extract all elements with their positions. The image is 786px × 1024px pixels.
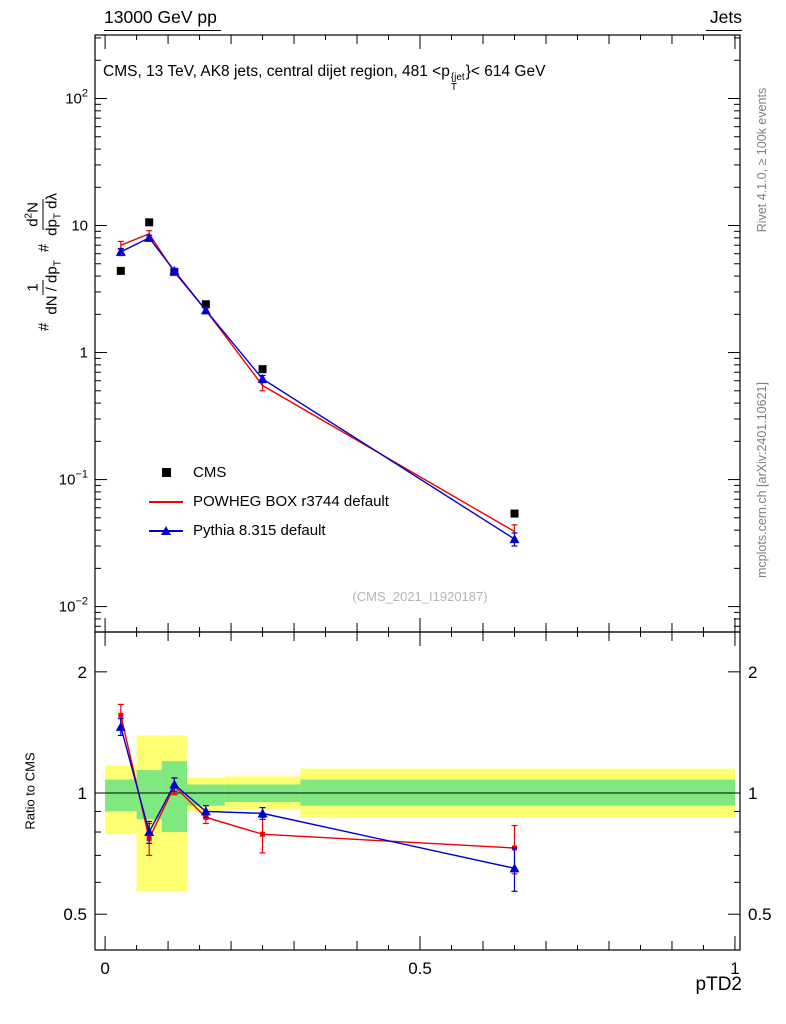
svg-text:1: 1 — [748, 784, 757, 803]
beam-energy-header: 13000 GeV pp — [104, 7, 221, 31]
main-panel-series — [115, 218, 520, 547]
fraction-one-over-dndpt: 1 dN / dpT — [24, 260, 64, 315]
pt-jet-stack: {jet T — [451, 73, 465, 93]
legend-label: POWHEG BOX r3744 default — [193, 493, 389, 510]
pythia-triangle-marker-icon — [149, 524, 183, 538]
den-text: dp — [43, 219, 61, 236]
fraction-numerator: 1 — [24, 280, 43, 295]
legend-label: CMS — [193, 464, 227, 481]
hash-symbol: # — [35, 243, 53, 253]
legend-marker-cell — [146, 468, 186, 477]
legend: CMS POWHEG BOX r3744 default Pythia 8.31… — [146, 462, 389, 541]
rivet-version-note: Rivet 4.1.0, ≥ 100k events — [755, 87, 769, 233]
mcplots-arxiv-note: mcplots.cern.ch [arXiv:2401.10621] — [755, 382, 769, 578]
svg-text:0: 0 — [100, 959, 109, 978]
legend-item-powheg: POWHEG BOX r3744 default — [146, 491, 389, 512]
tick-labels: 102 10 1 10−1 10−2 2 2 1 1 0.5 0.5 0 0.5 1 — [59, 88, 772, 978]
svg-text:10−1: 10−1 — [59, 469, 88, 489]
den-sub: T — [52, 213, 64, 220]
svg-text:102: 102 — [65, 88, 88, 108]
num-sup: 2 — [23, 212, 35, 219]
y-axis-label-ratio: Ratio to CMS — [22, 752, 38, 830]
svg-text:0.5: 0.5 — [748, 905, 772, 924]
num-text: d — [24, 218, 42, 227]
den-post: dλ — [43, 193, 61, 214]
svg-text:0.5: 0.5 — [63, 905, 87, 924]
svg-text:2: 2 — [748, 663, 757, 682]
legend-label: Pythia 8.315 default — [193, 522, 326, 539]
ratio-panel-frame — [94, 631, 741, 951]
legend-marker-cell — [146, 500, 186, 503]
fraction-numerator: d2N — [23, 199, 44, 230]
y-axis-label-main: # 1 dN / dpT # d2N dpT dλ — [23, 193, 65, 331]
svg-text:1: 1 — [80, 345, 88, 362]
observable-group-header: Jets — [705, 7, 742, 31]
plot-title-post: }< 614 GeV — [465, 63, 546, 80]
legend-item-pythia: Pythia 8.315 default — [146, 520, 389, 541]
main-panel-frame — [94, 34, 741, 633]
svg-text:1: 1 — [78, 784, 87, 803]
fraction-denominator: dN / dpT — [43, 260, 64, 314]
plot-title-sub: T — [450, 82, 457, 93]
svg-text:0.5: 0.5 — [408, 959, 432, 978]
hash-symbol: # — [35, 322, 53, 331]
fraction-denominator: dpT dλ — [44, 193, 65, 236]
plot-title-pre: CMS, 13 TeV, AK8 jets, central dijet reg… — [103, 63, 450, 80]
legend-marker-cell — [146, 524, 186, 538]
analysis-id-watermark: (CMS_2021_I1920187) — [352, 589, 488, 604]
x-axis-label: pTD2 — [695, 974, 742, 995]
powheg-line-marker-icon — [149, 500, 183, 503]
cms-square-marker-icon — [161, 468, 171, 477]
plot-title-sup: {jet — [450, 72, 465, 83]
den-text: dN / dp — [43, 266, 60, 315]
ratio-panel-series — [115, 703, 520, 892]
svg-text:10: 10 — [71, 218, 88, 235]
fraction-d2n: d2N dpT dλ — [23, 193, 65, 236]
axis-ticks — [95, 35, 740, 950]
num-post: N — [24, 202, 42, 213]
den-sub: T — [52, 260, 63, 267]
svg-text:2: 2 — [78, 663, 87, 682]
ratio-uncertainty-bands — [105, 735, 735, 892]
plot-title: CMS, 13 TeV, AK8 jets, central dijet reg… — [103, 63, 545, 93]
legend-item-cms: CMS — [146, 462, 389, 483]
svg-text:1: 1 — [730, 959, 739, 978]
svg-text:10−2: 10−2 — [59, 596, 88, 616]
